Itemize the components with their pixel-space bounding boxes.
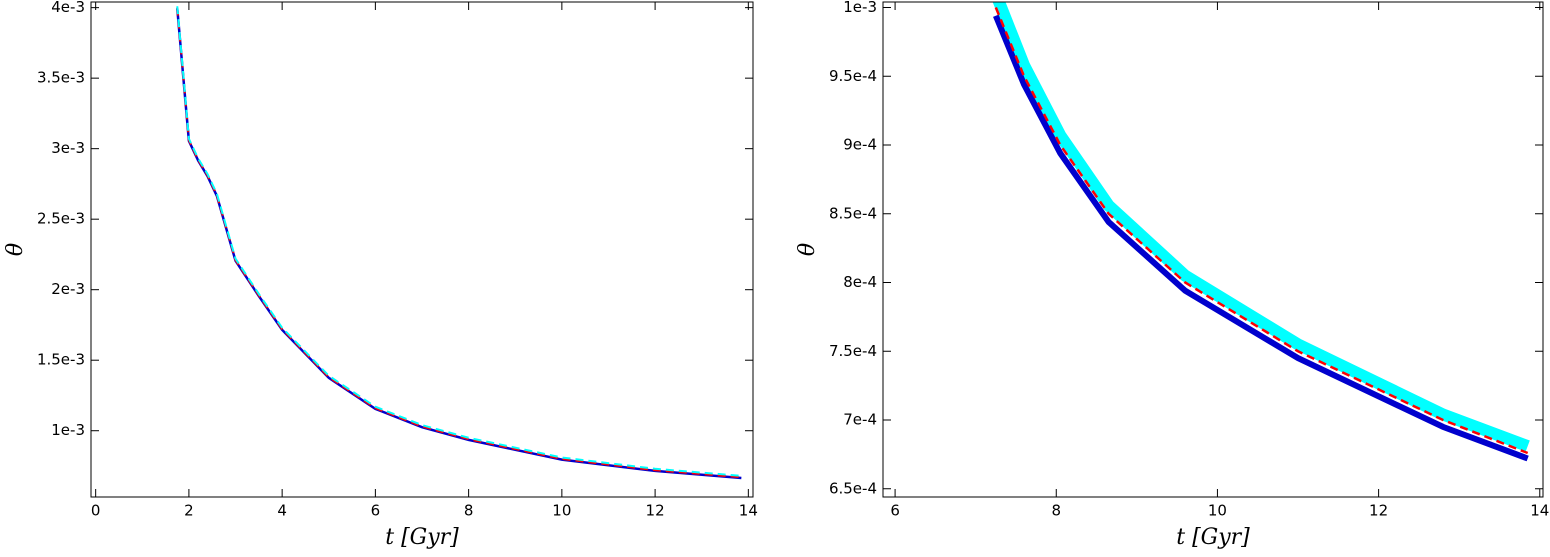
y-tick-label: 7.5e-4	[829, 342, 877, 360]
x-axis-label: t [Gyr]	[385, 525, 459, 550]
x-tick-label: 14	[739, 502, 758, 520]
series-line	[176, 6, 742, 477]
y-tick-label: 4e-3	[51, 0, 85, 16]
x-axis-label: t [Gyr]	[1176, 525, 1250, 550]
y-tick-label: 1.5e-3	[37, 351, 85, 369]
x-tick-label: 6	[371, 502, 381, 520]
x-tick-label: 12	[646, 502, 665, 520]
y-tick-label: 8e-4	[843, 273, 877, 291]
x-tick-label: 0	[91, 502, 101, 520]
y-tick-label: 6.5e-4	[829, 479, 877, 497]
plot-frame	[90, 1, 754, 498]
series-line	[993, 14, 1529, 462]
x-tick-label: 4	[277, 502, 287, 520]
y-tick-label: 8.5e-4	[829, 204, 877, 222]
series-line	[176, 7, 742, 479]
series-line	[992, 2, 1530, 452]
series-line	[994, 7, 1529, 455]
y-tick-label: 2e-3	[51, 280, 85, 298]
y-tick-label: 3e-3	[51, 139, 85, 157]
y-axis-label: θ	[795, 243, 820, 256]
x-tick-label: 8	[464, 502, 474, 520]
y-tick-label: 1e-3	[843, 0, 877, 16]
y-tick-label: 2.5e-3	[37, 210, 85, 228]
plot-frame	[882, 1, 1544, 498]
x-tick-label: 8	[1051, 502, 1061, 520]
x-tick-label: 6	[890, 502, 900, 520]
y-tick-label: 1e-3	[51, 421, 85, 439]
y-tick-label: 7e-4	[843, 411, 877, 429]
y-tick-label: 9e-4	[843, 136, 877, 154]
x-tick-label: 10	[552, 502, 571, 520]
x-tick-label: 12	[1369, 502, 1388, 520]
x-tick-label: 10	[1208, 502, 1227, 520]
y-tick-label: 3.5e-3	[37, 69, 85, 87]
y-axis-label: θ	[3, 243, 28, 256]
y-tick-label: 9.5e-4	[829, 67, 877, 85]
x-tick-label: 2	[184, 502, 194, 520]
x-tick-label: 14	[1530, 502, 1549, 520]
series-line	[176, 8, 742, 480]
